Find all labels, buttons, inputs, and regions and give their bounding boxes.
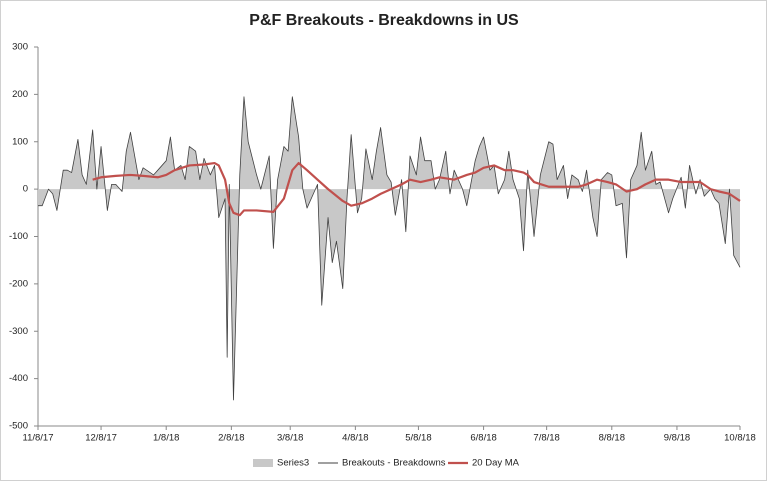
- area: [38, 96, 740, 400]
- x-tick-label: 5/8/18: [405, 433, 431, 444]
- x-tick-label: 12/8/17: [85, 433, 117, 444]
- line: [92, 161, 741, 217]
- x-tick-label: 10/8/18: [724, 433, 756, 444]
- legend-label: Series3: [277, 458, 309, 469]
- x-tick-label: 3/8/18: [277, 433, 303, 444]
- x-tick-label: 8/8/18: [599, 433, 625, 444]
- y-tick-label: -500: [9, 421, 28, 432]
- y-tick-label: -100: [9, 231, 28, 242]
- y-tick-label: 100: [12, 136, 28, 147]
- x-tick-label: 2/8/18: [218, 433, 244, 444]
- legend-label: Breakouts - Breakdowns: [342, 458, 446, 469]
- x-tick-label: 9/8/18: [664, 433, 690, 444]
- y-tick-label: -200: [9, 278, 28, 289]
- line: [38, 96, 741, 401]
- x-tick-label: 11/8/17: [23, 433, 54, 444]
- legend-label: 20 Day MA: [472, 458, 520, 469]
- y-tick-label: 200: [12, 89, 28, 100]
- chart-title: P&F Breakouts - Breakdowns in US: [249, 12, 519, 29]
- y-tick-label: -400: [9, 373, 28, 384]
- legend-swatch: [253, 459, 273, 467]
- x-tick-label: 4/8/18: [342, 433, 368, 444]
- x-tick-label: 7/8/18: [533, 433, 559, 444]
- x-tick-label: 6/8/18: [470, 433, 496, 444]
- y-tick-label: -300: [9, 326, 28, 337]
- x-tick-label: 1/8/18: [153, 433, 179, 444]
- y-tick-label: 0: [23, 184, 28, 195]
- y-tick-label: 300: [12, 42, 28, 53]
